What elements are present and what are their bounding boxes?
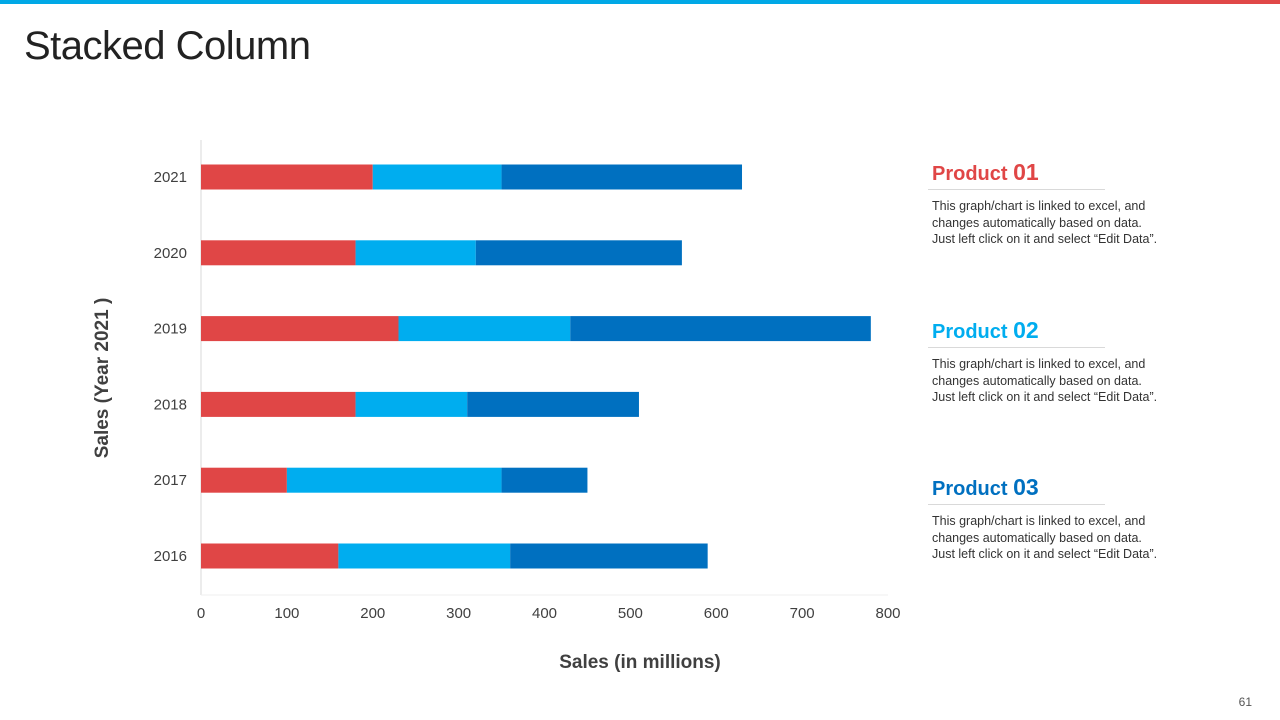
legend-product-02: Product 02 This graph/chart is linked to… bbox=[928, 318, 1228, 406]
legend-description: This graph/chart is linked to excel, and… bbox=[932, 199, 1158, 246]
legend-label: Product bbox=[932, 163, 1008, 185]
legend-number: 03 bbox=[1013, 474, 1039, 500]
legend-title-product-01: Product 01 bbox=[928, 160, 1105, 190]
bar-2018-product-03 bbox=[467, 391, 639, 417]
bar-2020-product-01 bbox=[201, 240, 356, 266]
bar-2016-product-01 bbox=[201, 543, 339, 569]
x-tick-label: 500 bbox=[618, 605, 643, 622]
top-accent-bar-red bbox=[1140, 0, 1280, 4]
page-number: 61 bbox=[1238, 695, 1252, 709]
bar-2019-product-03 bbox=[570, 316, 871, 342]
bar-2020-product-03 bbox=[475, 240, 682, 266]
bar-2018-product-01 bbox=[201, 391, 356, 417]
legend-title-product-02: Product 02 bbox=[928, 318, 1105, 348]
legend-description: This graph/chart is linked to excel, and… bbox=[932, 514, 1158, 561]
bar-2017-product-01 bbox=[201, 467, 287, 493]
y-tick-label: 2018 bbox=[154, 396, 187, 413]
legend-product-01: Product 01 This graph/chart is linked to… bbox=[928, 160, 1228, 248]
bar-2020-product-02 bbox=[355, 240, 476, 266]
bar-2021-product-03 bbox=[501, 164, 743, 190]
x-axis-title: Sales (in millions) bbox=[559, 652, 721, 673]
y-tick-label: 2017 bbox=[154, 472, 187, 489]
x-tick-label: 800 bbox=[875, 605, 900, 622]
legend-title-product-03: Product 03 bbox=[928, 475, 1105, 505]
x-tick-label: 300 bbox=[446, 605, 471, 622]
bar-2017-product-03 bbox=[501, 467, 588, 493]
x-tick-label: 700 bbox=[790, 605, 815, 622]
y-tick-label: 2021 bbox=[154, 169, 187, 186]
x-tick-labels: 0 100 200 300 400 500 600 700 800 bbox=[197, 605, 901, 622]
x-tick-label: 0 bbox=[197, 605, 205, 622]
legend-label: Product bbox=[932, 321, 1008, 343]
y-axis-title: Sales (Year 2021 ) bbox=[92, 298, 113, 459]
x-tick-label: 100 bbox=[274, 605, 299, 622]
y-tick-label: 2016 bbox=[154, 548, 187, 565]
legend-product-03: Product 03 This graph/chart is linked to… bbox=[928, 475, 1228, 563]
bar-2018-product-02 bbox=[355, 391, 468, 417]
x-tick-label: 600 bbox=[704, 605, 729, 622]
x-tick-label: 200 bbox=[360, 605, 385, 622]
y-tick-label: 2020 bbox=[154, 245, 187, 262]
y-tick-label: 2019 bbox=[154, 321, 187, 338]
top-accent-bar bbox=[0, 0, 1140, 4]
bar-2021-product-02 bbox=[372, 164, 502, 190]
page-title: Stacked Column bbox=[24, 24, 311, 68]
bar-2016-product-03 bbox=[510, 543, 708, 569]
bar-2019-product-01 bbox=[201, 316, 399, 342]
bar-2017-product-02 bbox=[286, 467, 502, 493]
legend-number: 02 bbox=[1013, 317, 1039, 343]
x-tick-label: 400 bbox=[532, 605, 557, 622]
bar-2019-product-02 bbox=[398, 316, 571, 342]
legend-label: Product bbox=[932, 478, 1008, 500]
legend-number: 01 bbox=[1013, 159, 1039, 185]
bar-2021-product-01 bbox=[201, 164, 373, 190]
legend-description: This graph/chart is linked to excel, and… bbox=[932, 357, 1158, 404]
y-tick-labels: 2016 2017 2018 2019 2020 2021 bbox=[154, 169, 187, 565]
bar-group bbox=[201, 164, 871, 569]
bar-2016-product-02 bbox=[338, 543, 511, 569]
